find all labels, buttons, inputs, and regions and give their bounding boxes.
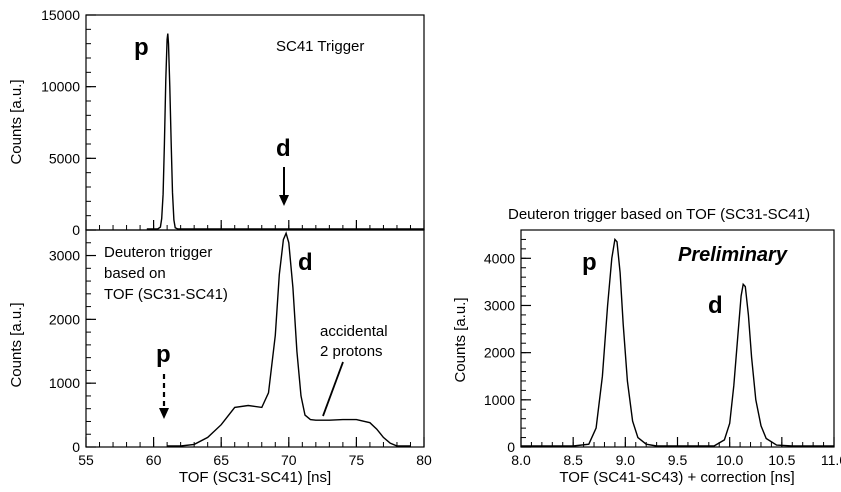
y-tick-label: 0 (72, 222, 80, 238)
panel-bottom-left-histogram (167, 231, 411, 447)
sc41-trigger-annotation: SC41 Trigger (276, 38, 364, 55)
x-tick-label: 75 (349, 452, 365, 468)
y-tick-label: 2000 (484, 345, 515, 361)
panel-bottom-left-frame (85, 229, 425, 448)
proton-missing-label: p (156, 341, 171, 368)
panel-right-histogram (521, 237, 834, 447)
trigger-annotation-line1: Deuteron trigger (104, 244, 212, 261)
panel-right-xlabel: TOF (SC41-SC43) + correction [ns] (559, 469, 794, 486)
panel-right: 8.0 8.5 9.0 9.5 10.0 10.5 11.0 0 1000 2000 3000 400… (452, 206, 841, 486)
x-tick-label: 70 (281, 452, 297, 468)
y-tick-label: 3000 (484, 297, 515, 313)
y-tick-label: 1000 (49, 375, 80, 391)
accidental-annotation-line2: 2 protons (320, 343, 383, 360)
y-tick-label: 4000 (484, 250, 515, 266)
preliminary-label: Preliminary (678, 244, 788, 266)
x-tick-label: 60 (146, 452, 162, 468)
panel-top-left-ylabel: Counts [a.u.] (8, 79, 25, 164)
x-tick-label: 8.0 (511, 452, 531, 468)
y-tick-label: 15000 (41, 7, 80, 23)
x-tick-label: 11.0 (821, 452, 841, 468)
x-tick-label: 10.0 (716, 452, 743, 468)
x-tick-label: 9.5 (668, 452, 688, 468)
x-tick-label: 80 (416, 452, 432, 468)
x-tick-label: 8.5 (563, 452, 583, 468)
panel-top-left-ticks: 0 5000 10000 15000 (41, 7, 425, 238)
y-tick-label: 0 (72, 439, 80, 455)
panel-bottom-left-ylabel: Counts [a.u.] (8, 302, 25, 387)
y-tick-label: 3000 (49, 248, 80, 264)
y-tick-label: 1000 (484, 392, 515, 408)
deuteron-arrow (279, 167, 289, 206)
panel-top-left: 0 5000 10000 15000 Counts [a.u.] SC41 Trigg… (8, 7, 425, 238)
trigger-annotation-line2: based on (104, 265, 166, 282)
right-deuteron-label: d (708, 292, 723, 319)
y-tick-label: 10000 (41, 79, 80, 95)
proton-dashed-arrow (159, 374, 169, 419)
trigger-annotation-line3: TOF (SC31-SC41) (104, 286, 228, 303)
panel-right-ticks: 8.0 8.5 9.0 9.5 10.0 10.5 11.0 0 1000 2000 3000 400… (484, 229, 841, 468)
y-tick-label: 0 (507, 439, 515, 455)
right-proton-label: p (582, 249, 597, 276)
panel-bottom-left-xlabel: TOF (SC31-SC41) [ns] (179, 469, 331, 486)
deuteron-peak-label: d (298, 249, 313, 276)
panel-top-left-histogram (146, 33, 424, 230)
deuteron-label: d (276, 135, 291, 162)
proton-peak-label: p (134, 34, 149, 61)
accidental-pointer-line (322, 361, 344, 417)
x-tick-label: 55 (78, 452, 94, 468)
x-tick-label: 9.0 (616, 452, 636, 468)
panel-bottom-left-ticks: 55 60 65 70 75 80 0 1000 2000 3000 (49, 229, 432, 468)
accidental-annotation-line1: accidental (320, 323, 388, 340)
panel-right-title: Deuteron trigger based on TOF (SC31-SC41… (508, 206, 810, 223)
x-tick-label: 65 (213, 452, 229, 468)
y-tick-label: 2000 (49, 311, 80, 327)
y-tick-label: 5000 (49, 150, 80, 166)
panel-right-ylabel: Counts [a.u.] (452, 297, 469, 382)
panel-right-frame (520, 229, 835, 448)
x-tick-label: 10.5 (768, 452, 795, 468)
